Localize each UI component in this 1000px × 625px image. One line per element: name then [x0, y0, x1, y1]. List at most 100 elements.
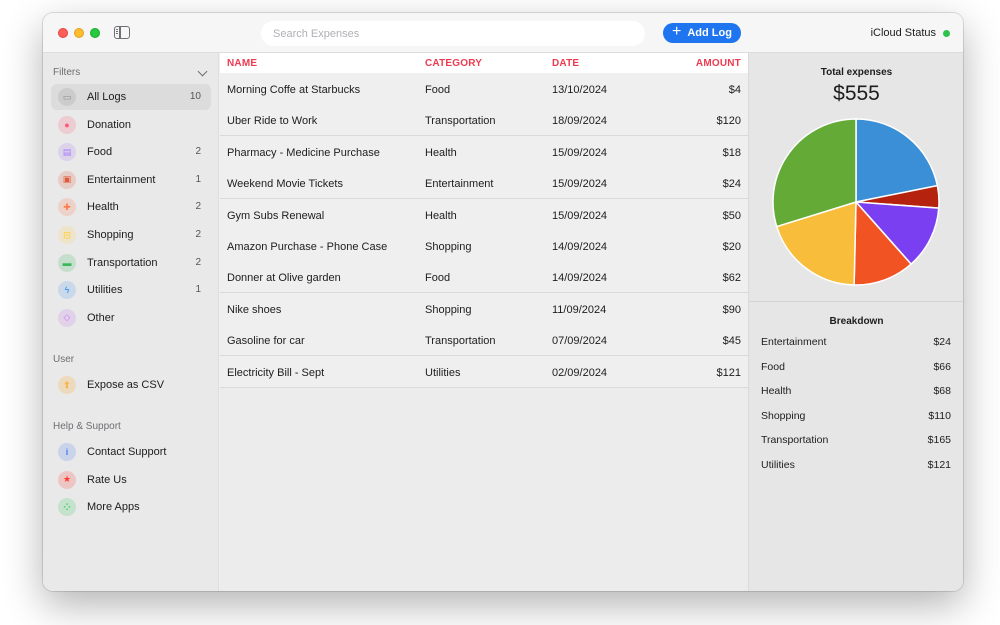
cart-icon: ⊡	[58, 226, 76, 244]
table-row[interactable]: Electricity Bill - Sept Utilities 02/09/20…	[220, 355, 748, 388]
cell-category: Entertainment	[425, 178, 494, 191]
sidebar-item-more-apps[interactable]: ⁘ More Apps	[51, 494, 211, 520]
sidebar: Filters ▭ All Logs 10 ● Donation ▤ Food 2 ▣ Enter…	[43, 53, 219, 591]
cell-name: Gasoline for car	[227, 335, 305, 348]
export-icon: ⇪	[58, 376, 76, 394]
pie-slice-food	[853, 200, 913, 286]
tag-icon: ◇	[58, 308, 76, 327]
cell-name: Amazon Purchase - Phone Case	[227, 241, 388, 253]
breakdown-value: $110	[928, 409, 951, 422]
sidebar-item-count: 2	[195, 256, 201, 268]
breakdown-category: Health	[761, 385, 792, 397]
breakdown-category: Utilities	[761, 458, 795, 471]
table-row[interactable]: Uber Ride to Work Transportation 18/09/202…	[220, 104, 748, 137]
cell-date: 14/09/2024	[552, 241, 608, 253]
table-header: NAME CATEGORY DATE AMOUNT	[220, 53, 748, 73]
table-row[interactable]: Pharmacy - Medicine Purchase Health 15/09/…	[220, 135, 748, 168]
health-icon: ✚	[58, 198, 76, 217]
column-header-category[interactable]: CATEGORY	[425, 58, 483, 69]
zoom-window-button[interactable]	[90, 28, 100, 38]
cell-category: Shopping	[425, 241, 472, 253]
breakdown-category: Shopping	[761, 409, 806, 422]
breakdown-value: $165	[927, 434, 951, 446]
sidebar-item-label: Expose as CSV	[87, 379, 165, 391]
icloud-status-label: iCloud Status	[870, 27, 936, 39]
sidebar-toggle-icon[interactable]	[114, 26, 130, 39]
sidebar-item-label: Donation	[87, 118, 132, 131]
sidebar-item-count: 2	[195, 201, 201, 213]
food-icon: ▤	[58, 143, 76, 162]
add-log-button[interactable]: + Add Log	[663, 23, 741, 43]
help-section-title: Help & Support	[53, 421, 121, 432]
table-row[interactable]: Gym Subs Renewal Health 15/09/2024 $50	[220, 198, 748, 231]
sidebar-item-utilities[interactable]: ϟ Utilities 1	[51, 277, 211, 303]
chevron-down-icon[interactable]	[197, 66, 208, 77]
breakdown-value: $24	[933, 336, 951, 348]
sidebar-item-shopping[interactable]: ⊡ Shopping 2	[51, 222, 211, 248]
sidebar-item-label: Health	[87, 201, 119, 214]
sidebar-item-all-logs[interactable]: ▭ All Logs 10	[51, 84, 211, 110]
column-header-amount[interactable]: AMOUNT	[695, 58, 741, 69]
cell-name: Weekend Movie Tickets	[227, 178, 343, 191]
cell-amount: $20	[722, 241, 741, 253]
sidebar-item-other[interactable]: ◇ Other	[51, 305, 211, 331]
divider	[749, 301, 963, 302]
column-header-date[interactable]: DATE	[552, 58, 580, 69]
table-row[interactable]: Nike shoes Shopping 11/09/2024 $90	[220, 292, 748, 325]
cell-amount: $50	[722, 209, 741, 222]
cell-category: Shopping	[425, 303, 472, 316]
cell-date: 15/09/2024	[552, 178, 608, 191]
pie-slice-shopping	[775, 200, 857, 286]
sidebar-item-count: 1	[195, 284, 201, 296]
column-header-name[interactable]: NAME	[227, 58, 258, 69]
sidebar-item-rate-us[interactable]: ★ Rate Us	[51, 467, 211, 493]
breakdown-row: Utilities $121	[761, 459, 951, 475]
car-icon: ▬	[58, 253, 76, 272]
sidebar-item-contact-support[interactable]: i Contact Support	[51, 439, 211, 465]
tray-icon: ▭	[58, 88, 76, 106]
breakdown-category: Transportation	[761, 434, 829, 446]
sidebar-item-donation[interactable]: ● Donation	[51, 112, 211, 138]
sidebar-item-expose-as-csv[interactable]: ⇪ Expose as CSV	[51, 372, 211, 398]
sidebar-item-label: More Apps	[87, 501, 140, 514]
sidebar-item-food[interactable]: ▤ Food 2	[51, 139, 211, 165]
plus-icon: +	[672, 23, 682, 40]
sidebar-item-health[interactable]: ✚ Health 2	[51, 194, 211, 220]
close-window-button[interactable]	[58, 28, 68, 38]
table-row[interactable]: Donner at Olive garden Food 14/09/2024 $62	[220, 261, 748, 294]
apps-icon: ⁘	[58, 498, 76, 517]
sidebar-item-label: Utilities	[87, 284, 123, 297]
search-input[interactable]: Search Expenses	[261, 21, 645, 46]
cell-name: Gym Subs Renewal	[227, 209, 325, 222]
sidebar-item-count: 10	[189, 91, 201, 102]
sidebar-item-transportation[interactable]: ▬ Transportation 2	[51, 250, 211, 276]
cell-amount: $4	[728, 84, 741, 96]
cell-date: 18/09/2024	[552, 115, 608, 128]
cell-name: Nike shoes	[227, 303, 282, 316]
cell-category: Food	[425, 84, 451, 96]
sidebar-item-count: 1	[195, 173, 201, 185]
status-dot-icon	[943, 29, 950, 37]
table-row[interactable]: Morning Coffe at Starbucks Food 13/10/2024…	[220, 73, 748, 105]
cell-category: Health	[425, 209, 457, 222]
sidebar-item-entertainment[interactable]: ▣ Entertainment 1	[51, 167, 211, 193]
cell-amount: $90	[722, 303, 741, 316]
tv-icon: ▣	[58, 170, 76, 189]
minimize-window-button[interactable]	[74, 28, 84, 38]
table-row[interactable]: Weekend Movie Tickets Entertainment 15/09/…	[220, 167, 748, 200]
sidebar-item-label: Food	[87, 146, 113, 159]
table-row[interactable]: Gasoline for car Transportation 07/09/2024…	[220, 324, 748, 357]
table-row[interactable]: Amazon Purchase - Phone Case Shopping 14/0…	[220, 230, 748, 262]
cell-name: Uber Ride to Work	[227, 115, 318, 128]
breakdown-row: Shopping $110	[761, 410, 951, 426]
donation-icon: ●	[58, 115, 76, 134]
cell-name: Electricity Bill - Sept	[227, 366, 325, 379]
cell-date: 11/09/2024	[552, 303, 607, 316]
total-expenses-label: Total expenses	[820, 67, 893, 78]
breakdown-value: $68	[933, 385, 951, 397]
info-icon: i	[58, 443, 76, 461]
summary-panel: Total expenses $555 Breakdown Entertainm…	[748, 53, 963, 591]
cell-amount: $120	[716, 115, 741, 128]
cell-amount: $24	[722, 178, 741, 191]
sidebar-item-count: 2	[195, 146, 201, 158]
